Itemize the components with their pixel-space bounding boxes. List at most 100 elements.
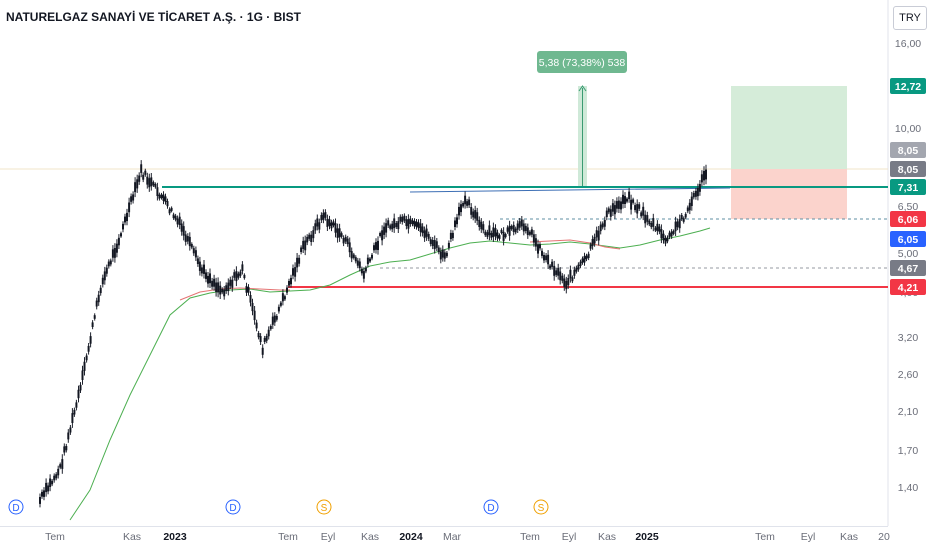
stop-zone[interactable]: [731, 169, 847, 219]
price-tick: 10,00: [895, 123, 921, 135]
candle-body: [563, 278, 566, 287]
price-tick: 5,00: [898, 248, 919, 260]
candle-body: [389, 225, 392, 229]
candle-body: [528, 231, 531, 235]
candle-body: [160, 194, 163, 198]
candle-body: [273, 315, 276, 323]
candle-body: [478, 219, 481, 227]
candle-body: [205, 272, 207, 279]
candle-body: [300, 247, 303, 252]
candle-body: [466, 201, 469, 206]
candle-body: [91, 322, 94, 327]
candle-body: [286, 287, 288, 293]
time-tick: Eyl: [801, 531, 816, 543]
candle-body: [168, 209, 171, 214]
candle-body: [314, 223, 317, 231]
dividend-marker[interactable]: [8, 499, 24, 515]
candle-body: [290, 277, 292, 285]
candle-body: [231, 279, 234, 288]
candle-body: [632, 199, 635, 203]
price-label-box: [890, 211, 926, 227]
candle-body: [184, 234, 187, 242]
trend-line[interactable]: [409, 187, 731, 193]
currency-button[interactable]: TRY: [893, 6, 927, 30]
candle-body: [67, 432, 70, 440]
time-tick: Tem: [520, 531, 540, 543]
candle-body: [207, 275, 209, 284]
candle-body: [429, 239, 432, 244]
candle-body: [225, 285, 228, 291]
candle-body: [634, 205, 637, 211]
candle-body: [383, 226, 386, 235]
dividend-marker[interactable]: [483, 499, 499, 515]
candle-body: [656, 223, 659, 232]
candle-body: [316, 218, 319, 227]
time-axis[interactable]: Tem Kas 2023 Tem Eyl Kas 2024 Mar Tem Eyl Kas 2025 T…: [45, 531, 890, 543]
price-label-box: [890, 231, 926, 247]
candle-body: [703, 170, 705, 181]
candle-body: [441, 249, 444, 258]
candle-body: [109, 260, 112, 265]
candle-body: [134, 182, 137, 193]
candle-body: [136, 179, 139, 189]
candle-body: [51, 480, 54, 485]
candle-body: [405, 219, 408, 226]
candle-body: [150, 177, 153, 187]
candle-body: [97, 294, 100, 303]
candle-body: [209, 273, 211, 284]
candle-body: [350, 251, 353, 259]
split-marker[interactable]: [533, 499, 549, 515]
candle-body: [537, 244, 539, 254]
candle-body: [223, 289, 226, 297]
candle-body: [650, 223, 653, 228]
event-letter: D: [12, 503, 19, 514]
candle-body: [595, 230, 598, 238]
price-label-box: [890, 142, 926, 158]
candle-body: [447, 242, 450, 248]
candle-body: [354, 257, 357, 262]
candle-body: [338, 228, 341, 238]
candle-body: [458, 206, 460, 216]
split-marker[interactable]: [316, 499, 332, 515]
candle-body: [249, 295, 252, 303]
candle-body: [648, 220, 651, 225]
candle-body: [326, 218, 329, 227]
candle-body: [188, 236, 191, 247]
candle-body: [601, 223, 604, 228]
candle-body: [352, 254, 355, 258]
candle-body: [460, 204, 462, 213]
time-tick: Kas: [361, 531, 379, 543]
candle-body: [95, 300, 98, 307]
candle-body: [227, 282, 230, 292]
event-letter: S: [538, 503, 545, 514]
candle-body: [490, 233, 493, 238]
candle-body: [569, 269, 572, 279]
price-tick: 3,20: [898, 332, 919, 344]
candle-body: [277, 306, 280, 312]
candle-body: [55, 474, 58, 479]
target-zone[interactable]: [731, 86, 847, 169]
candle-body: [571, 277, 574, 282]
candle-body: [140, 164, 143, 173]
candle-body: [148, 178, 151, 188]
candle-body: [674, 221, 677, 232]
candle-body: [622, 194, 624, 204]
candle-body: [672, 230, 675, 234]
candle-body: [126, 212, 128, 222]
candle-body: [146, 176, 149, 185]
candle-body: [346, 238, 349, 245]
candle-body: [609, 209, 612, 217]
candle-body: [312, 230, 315, 239]
candle-body: [680, 215, 683, 219]
dividend-marker[interactable]: [225, 499, 241, 515]
candle-body: [482, 224, 485, 231]
candle-body: [666, 237, 669, 242]
candle-body: [186, 236, 189, 242]
candle-body: [559, 271, 562, 281]
candle-body: [275, 316, 278, 320]
candle-body: [494, 228, 497, 237]
candle-body: [144, 170, 147, 175]
candle-body: [115, 243, 118, 253]
